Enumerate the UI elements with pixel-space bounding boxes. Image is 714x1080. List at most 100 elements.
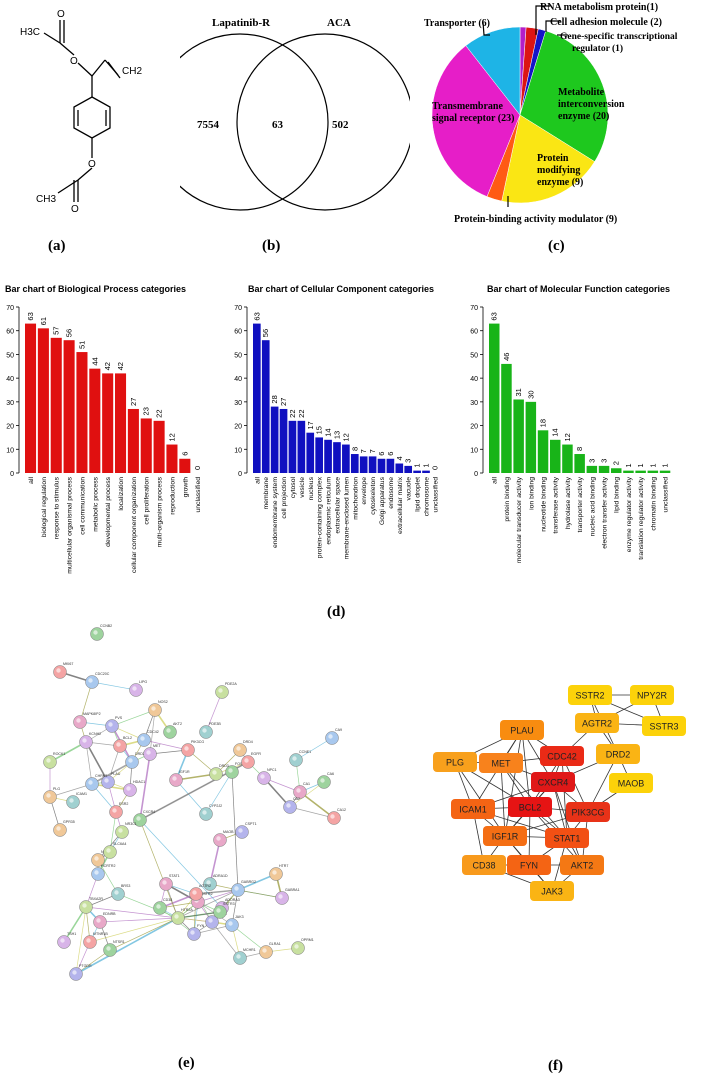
hub-node-sstr2[interactable] — [568, 685, 612, 705]
hub-node-met[interactable] — [479, 753, 523, 773]
y-tick-label: 20 — [470, 424, 478, 431]
hub-network-edge — [561, 755, 568, 839]
panel-label-c: (c) — [548, 238, 565, 254]
bar — [315, 437, 323, 473]
network-node-highlight — [60, 938, 65, 943]
network-edge — [89, 917, 179, 943]
hub-node-sstr3[interactable] — [642, 716, 686, 736]
hub-node-stat1[interactable] — [545, 828, 589, 848]
bar — [386, 458, 395, 473]
category-label: enzyme regulator activity — [626, 476, 633, 552]
network-node-highlight — [236, 746, 241, 751]
network-node-highlight — [112, 808, 117, 813]
hub-node-icam1[interactable] — [451, 799, 495, 819]
bar-value-label: 1 — [413, 463, 422, 467]
pie-label-transmembrane-2: signal receptor (23) — [432, 113, 514, 124]
hub-node-drd2[interactable] — [596, 744, 640, 764]
bar-value-label: 46 — [502, 353, 511, 361]
pie-slice-transmembrane — [431, 45, 521, 197]
network-node-label: PDE2A — [225, 682, 237, 686]
network-edge — [197, 889, 239, 903]
hub-node-cd38[interactable] — [462, 855, 506, 875]
network-node-highlight — [118, 828, 123, 833]
network-node-highlight — [116, 742, 121, 747]
hub-node-bcl2[interactable] — [508, 797, 552, 817]
hub-node-jak3[interactable] — [530, 881, 574, 901]
hub-node-label: MAOB — [618, 779, 645, 789]
hub-node-label: ICAM1 — [459, 805, 487, 815]
bar-value-label: 3 — [587, 459, 596, 463]
network-edge — [117, 893, 179, 919]
network-edge — [237, 889, 283, 899]
category-label: mitochondrion — [352, 477, 359, 520]
hub-node-label: AGTR2 — [582, 719, 612, 729]
bar — [659, 470, 671, 473]
hub-node-plg[interactable] — [433, 752, 477, 772]
bar — [297, 420, 306, 473]
bar-value-label: 27 — [279, 398, 288, 406]
y-tick-label: 40 — [234, 376, 242, 383]
network-node-label: FOS — [235, 762, 243, 766]
network-node-highlight — [234, 886, 239, 891]
hub-node-cxcr4[interactable] — [531, 772, 575, 792]
network-node-label: HTR2A — [181, 908, 193, 912]
panel-label-a: (a) — [48, 238, 66, 254]
bar — [115, 373, 127, 473]
bar-value-label: 8 — [350, 447, 359, 451]
hub-node-akt2[interactable] — [560, 855, 604, 875]
network-node-highlight — [56, 826, 61, 831]
category-label: cytosol — [290, 477, 297, 499]
y-tick-label: 30 — [234, 400, 242, 407]
hub-node-label: DRD2 — [606, 750, 631, 760]
venn-diagram: Lapatinib-R ACA 7554 63 502 — [151, 0, 414, 230]
category-label: membrane-enclosed lumen — [343, 477, 350, 560]
network-edge — [231, 924, 267, 953]
network-edge — [139, 819, 223, 909]
network-edge — [49, 741, 87, 763]
network-node-label: PLAU — [111, 772, 121, 776]
hub-node-agtr2[interactable] — [575, 713, 619, 733]
venn-right-count: 502 — [332, 119, 349, 131]
bar — [513, 399, 524, 473]
network-edge — [75, 917, 179, 975]
network-node-label: GPR35 — [63, 820, 75, 824]
bar-value-label: 63 — [26, 312, 35, 320]
pie-label-cell-adhesion: Cell adhesion molecule (2) — [550, 17, 662, 28]
hub-node-igf1r[interactable] — [483, 826, 527, 846]
network-node-label: SSTR3 — [223, 902, 235, 906]
category-label: transporter activity — [577, 476, 584, 532]
y-tick-label: 50 — [6, 352, 14, 359]
bar — [350, 454, 359, 473]
network-edge — [91, 681, 137, 691]
network-node-highlight — [328, 734, 333, 739]
network-edge — [111, 709, 156, 727]
pie-label-rna: RNA metabolism protein(1) — [540, 2, 658, 13]
hub-node-npy2r[interactable] — [630, 685, 674, 705]
network-node-label: NPC1 — [267, 768, 277, 772]
network-node-highlight — [86, 938, 91, 943]
hub-node-pik3cg[interactable] — [566, 802, 610, 822]
network-node-highlight — [94, 856, 99, 861]
network-node-label: SLC6A4 — [113, 842, 126, 846]
hub-node-label: IGF1R — [492, 832, 519, 842]
network-node-label: CSPT1 — [245, 822, 257, 826]
hub-node-fyn[interactable] — [507, 855, 551, 875]
hub-node-cdc42[interactable] — [540, 746, 584, 766]
bar-value-label: 1 — [636, 463, 645, 467]
hub-node-label: SSTR2 — [575, 691, 604, 701]
hub-node-label: PLAU — [510, 726, 534, 736]
category-label: reproduction — [169, 477, 176, 515]
hub-node-plau[interactable] — [500, 720, 544, 740]
hub-node-label: PLG — [446, 758, 464, 768]
network-node-label: CA1 — [303, 782, 310, 786]
bar-chart-title-bp: Bar chart of Biological Process categori… — [5, 284, 187, 294]
category-label: endoplasmic reticulum — [326, 477, 333, 545]
venn-svg: Lapatinib-R ACA 7554 63 502 — [151, 17, 414, 211]
category-label: envelope — [361, 477, 368, 505]
hub-network-edge — [500, 762, 506, 837]
y-tick-label: 60 — [470, 329, 478, 336]
hub-node-maob[interactable] — [609, 773, 653, 793]
network-node-label: CA2 — [293, 797, 300, 801]
bar — [25, 323, 37, 473]
network-node-label: MET — [153, 744, 161, 748]
